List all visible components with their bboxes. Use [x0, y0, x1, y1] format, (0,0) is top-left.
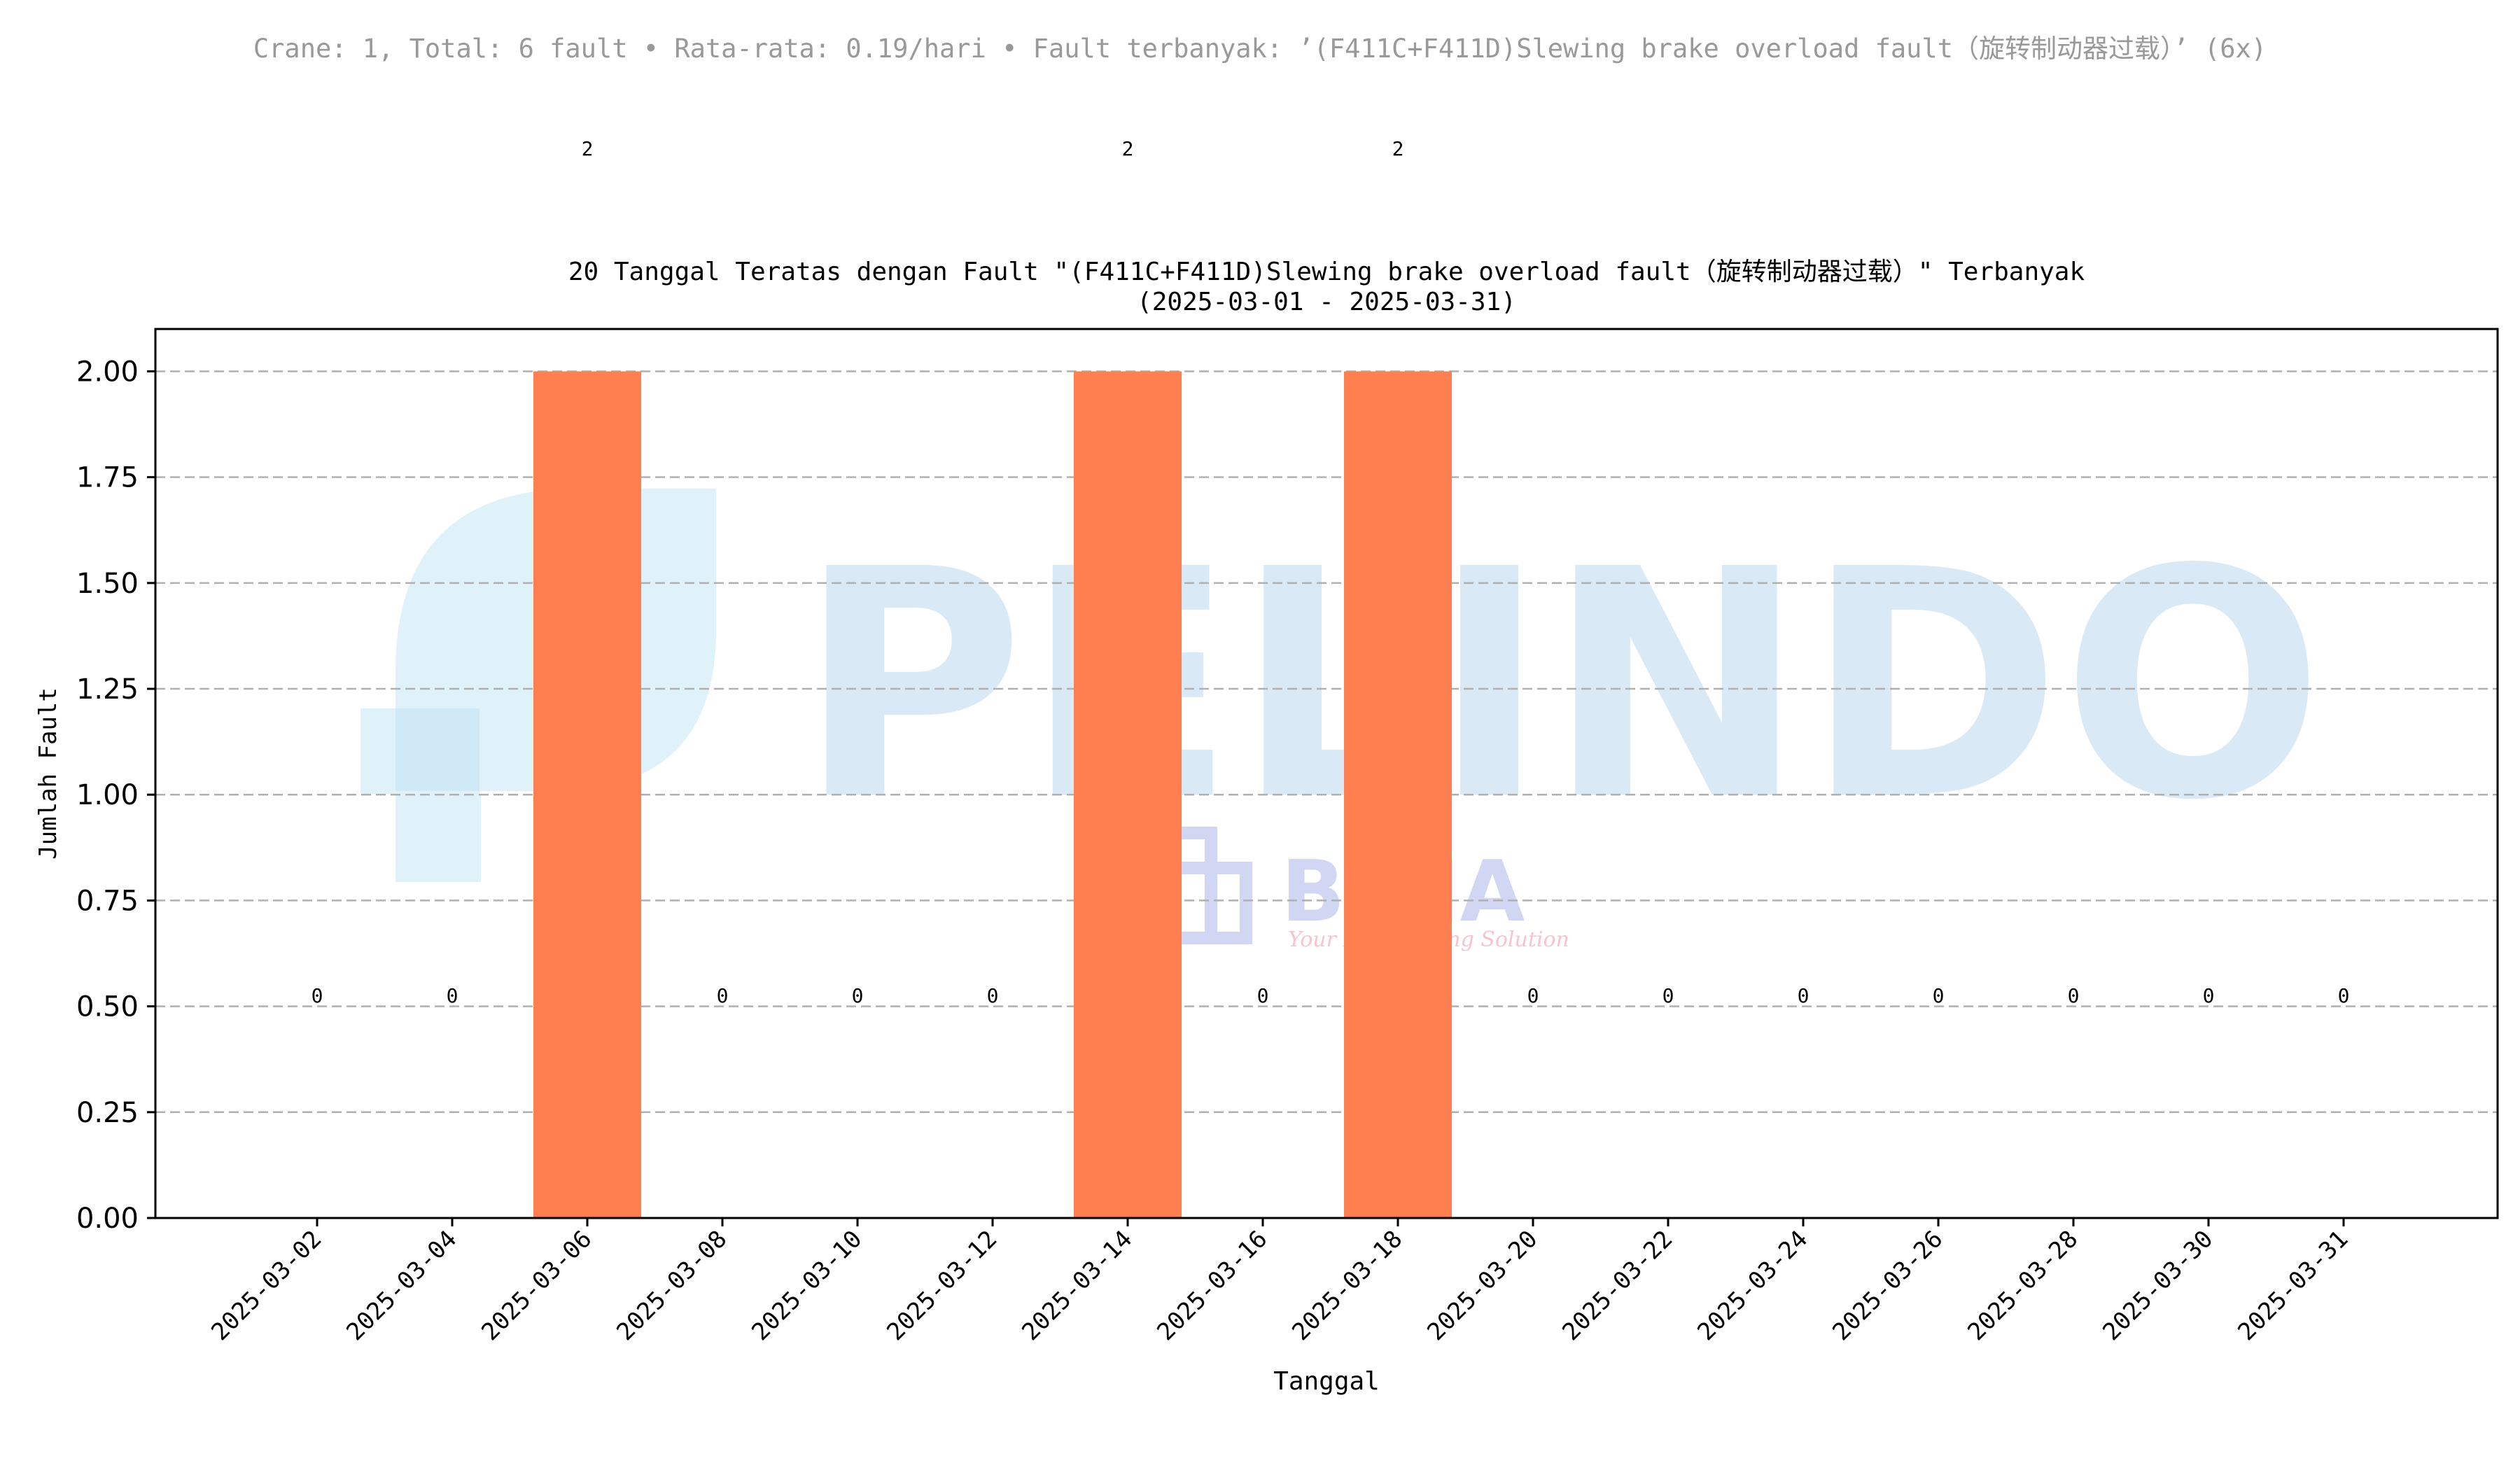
bar: [1344, 371, 1452, 1218]
x-axis-label: Tanggal: [1273, 1367, 1380, 1396]
watermark: PELINDO BIMA Your Engineering Solution: [360, 489, 2324, 952]
watermark-pelindo: PELINDO: [798, 503, 2324, 869]
data-labels: 0 0 2 0 0 0 2 0 2 0 0 0 0 0 0 0: [312, 137, 2350, 1007]
y-tick-label: 1.00: [76, 779, 139, 811]
data-label: 0: [852, 984, 864, 1007]
x-tick-label: 2025-03-04: [341, 1225, 462, 1346]
summary-line: Crane: 1, Total: 6 fault • Rata-rata: 0.…: [253, 34, 2267, 64]
data-label: 2: [1392, 137, 1404, 160]
data-label: 0: [312, 984, 323, 1007]
x-tick-label: 2025-03-30: [2097, 1225, 2218, 1346]
x-tick-label: 2025-03-14: [1016, 1225, 1138, 1346]
data-label: 0: [1662, 984, 1674, 1007]
data-label: 0: [2203, 984, 2215, 1007]
y-tick-label: 1.25: [76, 673, 139, 706]
y-tick-label: 0.50: [76, 991, 139, 1023]
y-tick-label: 0.75: [76, 885, 139, 917]
x-axis: 2025-03-02 2025-03-04 2025-03-06 2025-03-08…: [206, 1218, 2353, 1346]
data-label: 2: [582, 137, 594, 160]
data-label: 0: [2068, 984, 2080, 1007]
data-label: 0: [1257, 984, 1269, 1007]
chart-subtitle: (2025-03-01 - 2025-03-31): [1137, 288, 1516, 316]
y-axis-label: Jumlah Fault: [34, 687, 62, 860]
chart-title: 20 Tanggal Teratas dengan Fault "(F411C+…: [568, 258, 2085, 286]
x-tick-label: 2025-03-06: [476, 1225, 597, 1346]
data-label: 0: [1798, 984, 1809, 1007]
x-tick-label: 2025-03-24: [1692, 1225, 1813, 1346]
x-tick-label: 2025-03-10: [746, 1225, 867, 1346]
data-label: 0: [987, 984, 999, 1007]
x-tick-label: 2025-03-20: [1422, 1225, 1543, 1346]
y-tick-label: 2.00: [76, 356, 139, 388]
bars: [533, 371, 1452, 1218]
data-label: 0: [2338, 984, 2350, 1007]
data-label: 0: [1527, 984, 1539, 1007]
x-tick-label: 2025-03-28: [1962, 1225, 2083, 1346]
x-tick-label: 2025-03-12: [881, 1225, 1002, 1346]
x-tick-label: 2025-03-02: [206, 1225, 327, 1346]
bar: [533, 371, 641, 1218]
y-tick-label: 1.50: [76, 568, 139, 600]
x-tick-label: 2025-03-08: [611, 1225, 732, 1346]
y-tick-label: 1.75: [76, 462, 139, 494]
data-label: 0: [717, 984, 729, 1007]
y-tick-label: 0.25: [76, 1097, 139, 1129]
data-label: 0: [447, 984, 458, 1007]
x-tick-label: 2025-03-26: [1827, 1225, 1948, 1346]
bar: [1074, 371, 1182, 1218]
x-tick-label: 2025-03-18: [1287, 1225, 1408, 1346]
x-tick-label: 2025-03-16: [1152, 1225, 1273, 1346]
y-tick-label: 0.00: [76, 1203, 139, 1235]
plot-frame: [154, 328, 2499, 1219]
y-axis: 0.00 0.25 0.50 0.75 1.00 1.25 1.50 1.75 2.00: [76, 356, 155, 1235]
x-tick-label: 2025-03-22: [1557, 1225, 1678, 1346]
data-label: 2: [1122, 137, 1134, 160]
data-label: 0: [1933, 984, 1945, 1007]
x-tick-label: 2025-03-31: [2232, 1225, 2353, 1346]
